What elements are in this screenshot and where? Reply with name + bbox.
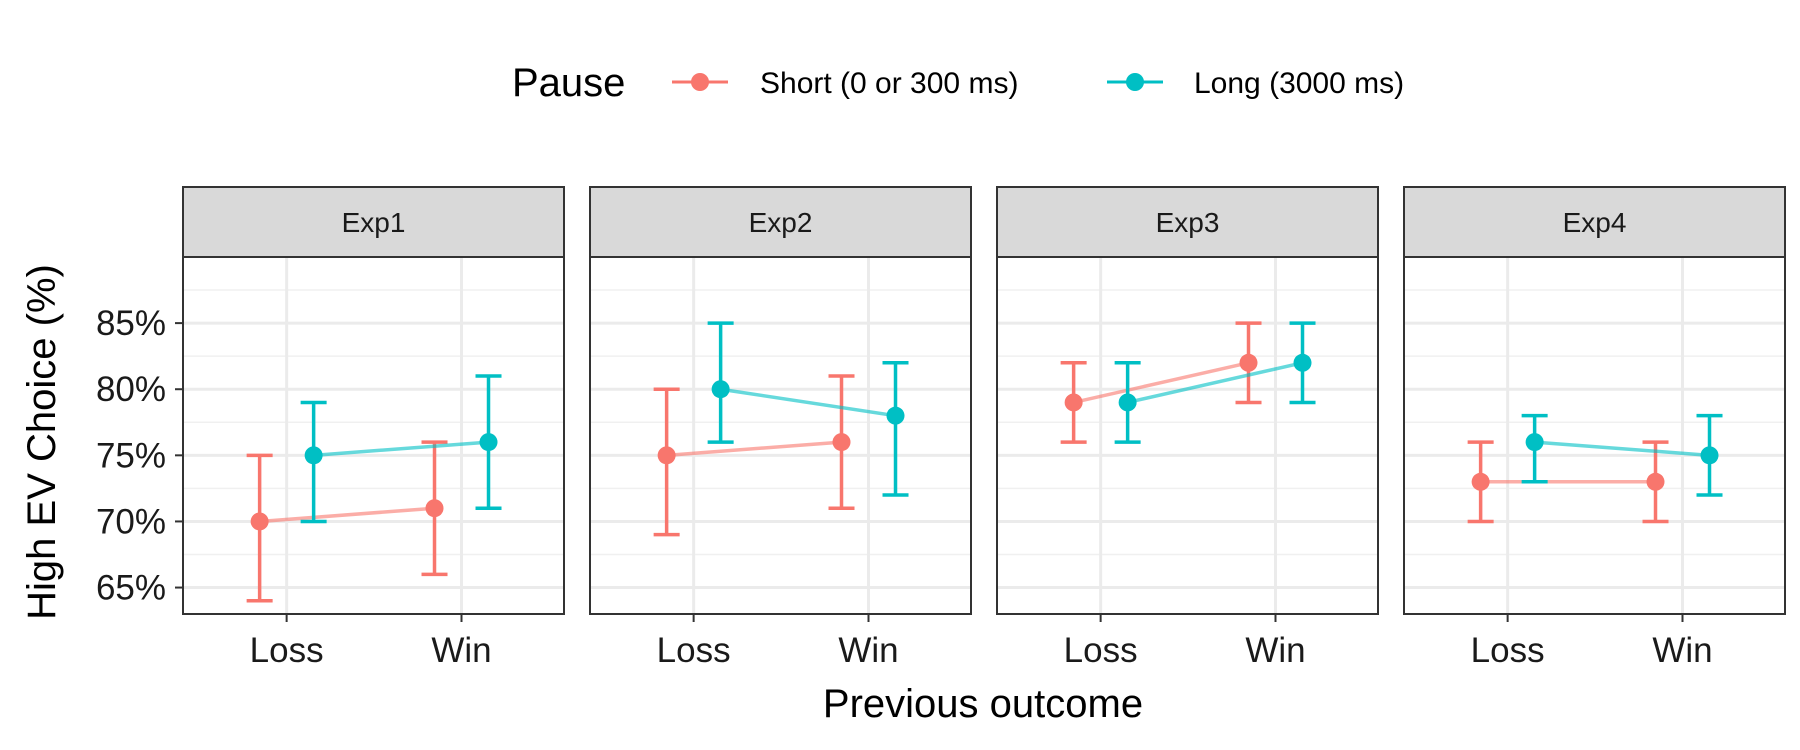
data-point-short — [1239, 353, 1258, 372]
y-tick-label: 65% — [96, 569, 166, 608]
x-tick-label: Loss — [1064, 631, 1138, 670]
panel-exp2: Exp2 Loss Win — [589, 186, 972, 670]
data-point-short — [832, 433, 851, 452]
data-point-long — [1118, 393, 1137, 412]
series-line-long — [720, 387, 896, 418]
x-tick-label: Loss — [1471, 631, 1545, 670]
legend-title: Pause — [512, 61, 625, 105]
x-axis-title: Previous outcome — [823, 682, 1143, 726]
panel-strip-label: Exp1 — [342, 207, 406, 238]
series-line-short — [666, 440, 842, 458]
y-tick-label: 75% — [96, 436, 166, 475]
data-point-short — [1064, 393, 1083, 412]
data-point-long — [711, 380, 730, 399]
series-line-short — [1073, 361, 1249, 405]
legend-entry-long: Long (3000 ms) — [1107, 67, 1404, 100]
x-tick-label: Loss — [250, 631, 324, 670]
series-line-long — [313, 440, 489, 458]
data-point-short — [250, 512, 269, 531]
x-tick-label: Win — [838, 631, 898, 670]
data-point-long — [1525, 433, 1544, 452]
series-line-long — [1127, 361, 1303, 405]
panel-border — [1403, 256, 1786, 615]
panel-border — [996, 256, 1379, 615]
data-point-long — [479, 433, 498, 452]
data-point-long — [304, 446, 323, 465]
x-tick-label: Win — [431, 631, 491, 670]
panel-strip-label: Exp2 — [749, 207, 813, 238]
y-tick-label: 85% — [96, 304, 166, 343]
y-axis-title: High EV Choice (%) — [20, 264, 64, 620]
panel-strip — [589, 186, 972, 258]
panel-strip — [1403, 186, 1786, 258]
y-axis: 65% 70% 75% 80% 85% — [96, 304, 183, 608]
series-line-short — [259, 506, 435, 524]
series-line-long — [1534, 440, 1710, 458]
x-tick-label: Win — [1652, 631, 1712, 670]
x-tick-label: Win — [1245, 631, 1305, 670]
panel-exp1: Exp1 Loss Win — [182, 186, 565, 670]
panel-plot-area — [183, 257, 564, 614]
y-tick-label: 70% — [96, 502, 166, 541]
panel-border — [182, 256, 565, 615]
legend-entry-short: Short (0 or 300 ms) — [672, 67, 1018, 100]
legend-key-point-short — [691, 73, 709, 91]
x-tick-label: Loss — [657, 631, 731, 670]
panel-strip — [996, 186, 1379, 258]
data-point-short — [1471, 472, 1490, 491]
panel-plot-area — [1404, 257, 1785, 614]
panel-strip-label: Exp4 — [1563, 207, 1627, 238]
data-point-long — [1293, 353, 1312, 372]
legend-label-short: Short (0 or 300 ms) — [760, 67, 1018, 100]
data-point-short — [657, 446, 676, 465]
panel-strip-label: Exp3 — [1156, 207, 1220, 238]
panel-exp4: Exp4 Loss Win — [1403, 186, 1786, 670]
legend-label-long: Long (3000 ms) — [1194, 67, 1404, 100]
panel-plot-area — [997, 257, 1378, 614]
data-point-long — [1700, 446, 1719, 465]
legend: Pause Short (0 or 300 ms) Long (3000 ms) — [512, 61, 1404, 105]
y-tick-label: 80% — [96, 370, 166, 409]
error-bar-long — [882, 361, 909, 497]
data-point-long — [886, 406, 905, 425]
legend-key-point-long — [1126, 73, 1144, 91]
panel-exp3: Exp3 Loss Win — [996, 186, 1379, 670]
panel-border — [589, 256, 972, 615]
panel-plot-area — [590, 257, 971, 614]
data-point-short — [1646, 472, 1665, 491]
data-point-short — [425, 499, 444, 518]
facet-panels: Exp1 Loss Win Exp2 Loss Win Exp3 Loss Win Exp4 Los… — [182, 186, 1786, 670]
